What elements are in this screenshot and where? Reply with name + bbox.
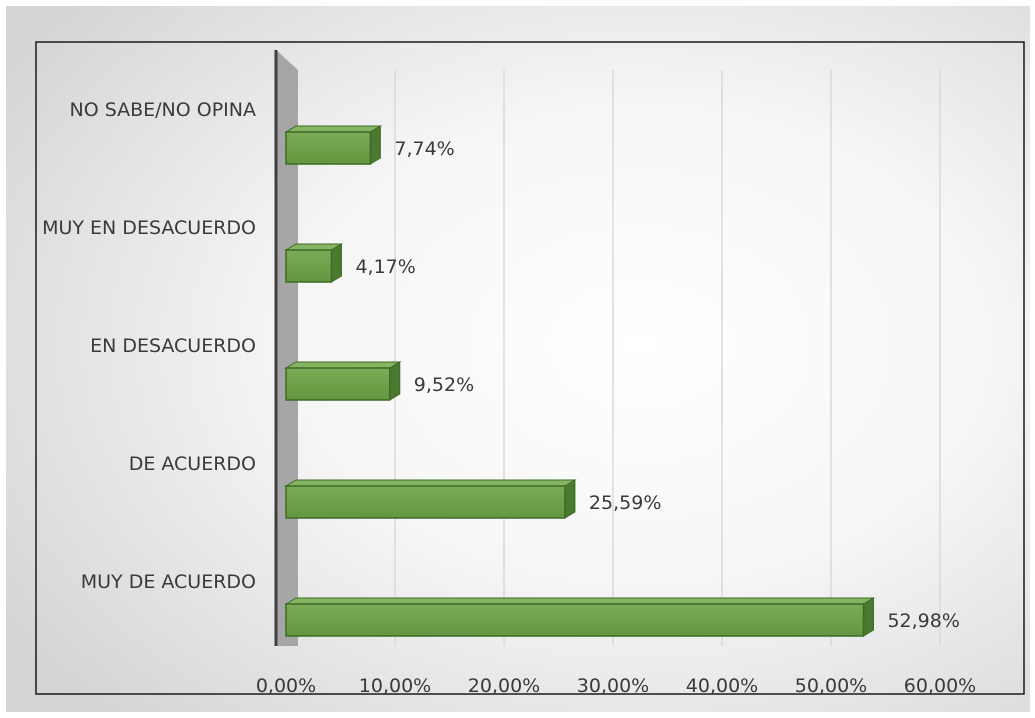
x-tick-label: 20,00% [468, 675, 540, 697]
bar [285, 367, 391, 401]
data-label: 9,52% [414, 374, 474, 396]
x-tick-label: 0,00% [256, 675, 316, 697]
x-tick-label: 60,00% [904, 675, 976, 697]
x-tick-label: 40,00% [686, 675, 758, 697]
x-tick-label: 30,00% [577, 675, 649, 697]
bar-chart: 0,00% 10,00% 20,00% 30,00% 40,00% 50,00% 60,00… [6, 6, 1030, 712]
bar-top-face [284, 479, 577, 487]
bar-top-face [284, 125, 383, 133]
category-label: MUY EN DESACUERDO [42, 217, 256, 239]
bar-side-face [369, 125, 381, 165]
bar [285, 485, 566, 519]
bar-top-face [284, 361, 402, 369]
bar-side-face [330, 243, 342, 283]
bar [285, 249, 333, 283]
chart-frame: 0,00% 10,00% 20,00% 30,00% 40,00% 50,00% 60,00… [6, 6, 1030, 712]
bar-side-face [564, 479, 576, 519]
bar [285, 603, 865, 637]
bar [285, 131, 372, 165]
data-label: 25,59% [589, 492, 661, 514]
data-label: 52,98% [887, 610, 959, 632]
category-label: DE ACUERDO [129, 453, 256, 475]
category-label: EN DESACUERDO [90, 335, 256, 357]
x-tick-label: 10,00% [359, 675, 431, 697]
x-tick-label: 50,00% [795, 675, 867, 697]
data-label: 7,74% [394, 138, 454, 160]
chart-background [6, 6, 1030, 712]
plot-border [35, 41, 1025, 695]
bar-top-face [284, 597, 876, 605]
bar-side-face [389, 361, 401, 401]
data-label: 4,17% [355, 256, 415, 278]
bar-side-face [862, 597, 874, 637]
category-label: MUY DE ACUERDO [81, 571, 256, 593]
category-label: NO SABE/NO OPINA [70, 99, 257, 121]
